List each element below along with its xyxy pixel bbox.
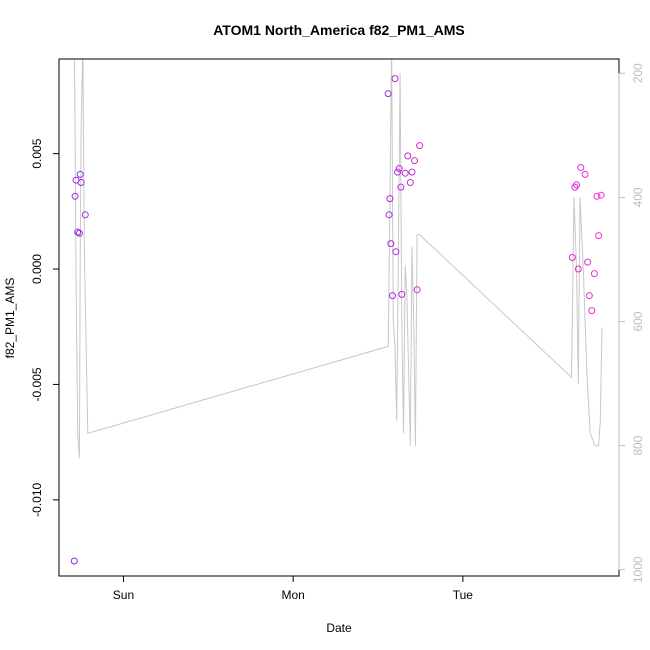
x-tick-label: Tue [453, 588, 474, 602]
data-point [392, 248, 400, 256]
right-y-tick-label: 600 [631, 311, 645, 331]
data-point [597, 191, 605, 199]
data-point [389, 292, 396, 300]
data-point [395, 165, 403, 173]
right-y-tick-label: 400 [631, 187, 645, 207]
data-point [391, 75, 399, 83]
data-point [574, 265, 582, 273]
right-y-tick-label: 1000 [631, 556, 645, 583]
right-y-tick-label: 200 [631, 63, 645, 83]
data-point [397, 183, 405, 191]
data-point [573, 181, 581, 189]
data-point [81, 211, 89, 219]
data-point [77, 179, 85, 186]
data-point [76, 170, 84, 178]
right-y-axis: 200 400 600 800 1000 [618, 63, 645, 583]
data-point [401, 169, 409, 177]
x-tick-label: Mon [282, 588, 305, 602]
y-tick-label: -0.005 [30, 367, 44, 401]
data-point [416, 142, 424, 150]
data-point [70, 557, 78, 565]
data-point [595, 232, 603, 240]
data-point [590, 270, 598, 278]
data-point [71, 192, 79, 200]
line-series-path [73, 59, 603, 459]
data-point [577, 164, 585, 171]
data-point [385, 211, 393, 219]
data-point [387, 240, 395, 248]
data-point [568, 254, 576, 261]
data-point [406, 179, 414, 186]
data-point [413, 286, 421, 294]
y-axis: 0.005 0.000 -0.005 -0.010 [30, 138, 59, 517]
data-point [74, 228, 82, 236]
data-point [411, 157, 418, 165]
right-y-tick-label: 800 [631, 435, 645, 455]
y-tick-label: 0.005 [30, 138, 44, 168]
scatter-points [70, 75, 605, 565]
data-point [398, 290, 406, 298]
x-axis: Sun Mon Tue [113, 576, 474, 602]
chart-title: ATOM1 North_America f82_PM1_AMS [213, 22, 465, 38]
y-tick-label: -0.010 [30, 482, 44, 516]
data-point [404, 152, 412, 160]
y-tick-label: 0.000 [30, 254, 44, 284]
data-point [581, 170, 589, 178]
data-point [75, 229, 83, 237]
data-point [593, 192, 601, 200]
data-point [585, 292, 593, 300]
data-point [588, 307, 596, 315]
data-point [584, 258, 592, 266]
x-axis-label: Date [326, 621, 352, 635]
data-point [408, 168, 416, 176]
line-series-right-axis [73, 59, 603, 459]
data-point [384, 90, 392, 98]
x-tick-label: Sun [113, 588, 134, 602]
data-point [386, 195, 394, 203]
data-point [394, 168, 401, 176]
y-axis-label: f82_PM1_AMS [3, 278, 17, 359]
